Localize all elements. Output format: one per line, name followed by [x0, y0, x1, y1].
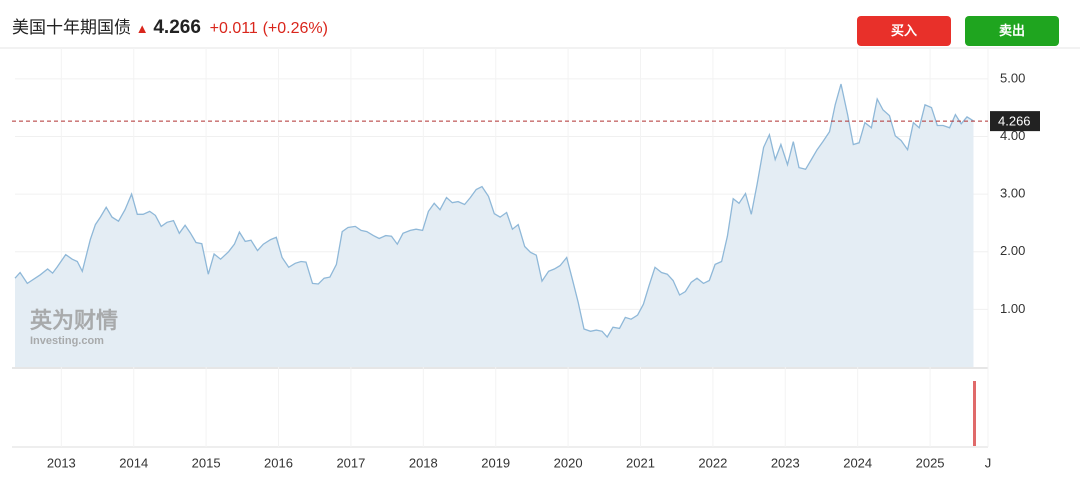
x-tick-label: 2017 [336, 455, 365, 470]
price: 4.266 [153, 17, 201, 38]
header: 美国十年期国债 ▲ 4.266 +0.011 (+0.26%) [12, 13, 328, 39]
x-tick-label: 2021 [626, 455, 655, 470]
x-tick-label: 2022 [698, 455, 727, 470]
x-tick-label: J [985, 455, 992, 470]
instrument-name: 美国十年期国债 [12, 18, 131, 37]
y-tick-label: 5.00 [1000, 70, 1025, 85]
up-arrow: ▲ [135, 21, 149, 36]
x-tick-label: 2014 [119, 455, 148, 470]
x-tick-label: 2019 [481, 455, 510, 470]
area [15, 84, 974, 367]
x-tick-label: 2020 [554, 455, 583, 470]
y-tick-label: 2.00 [1000, 243, 1025, 258]
watermark-brand: 英为财情 [30, 308, 118, 333]
y-tick-label: 4.00 [1000, 128, 1025, 143]
x-tick-label: 2016 [264, 455, 293, 470]
x-tick-label: 2015 [192, 455, 221, 470]
x-tick-label: 2025 [916, 455, 945, 470]
volume-bar [973, 381, 976, 446]
line [14, 83, 974, 339]
watermark-site: Investing.com [30, 335, 104, 347]
last-price-label: 4.266 [998, 114, 1031, 129]
y-tick-label: 3.00 [1000, 186, 1025, 201]
last-price-box [990, 111, 1040, 132]
change: +0.011 [209, 20, 258, 37]
x-tick-label: 2013 [47, 455, 76, 470]
change-percent: (+0.26%) [262, 20, 328, 37]
buy-button[interactable]: 买入 [857, 16, 951, 46]
sell-button[interactable]: 卖出 [965, 16, 1059, 46]
x-tick-label: 2024 [843, 455, 872, 470]
y-tick-label: 1.00 [1000, 301, 1025, 316]
x-tick-label: 2018 [409, 455, 438, 470]
x-tick-label: 2023 [771, 455, 800, 470]
